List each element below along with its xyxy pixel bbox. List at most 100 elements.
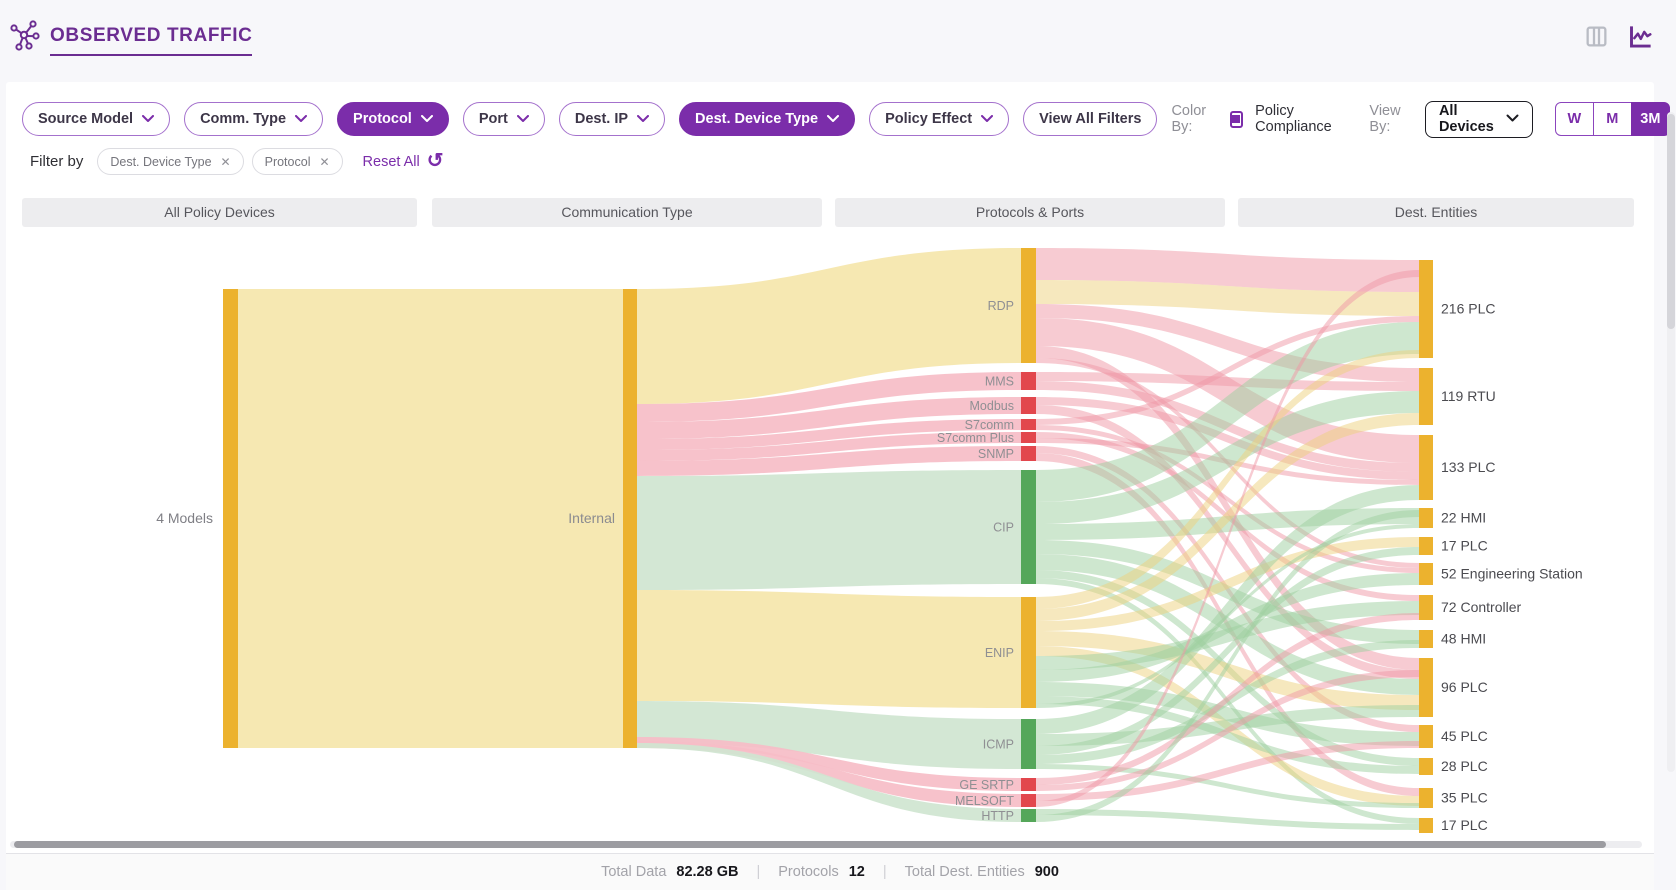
- sankey-link-rdp-plc216[interactable]: [1036, 280, 1419, 316]
- sankey-node-cip[interactable]: [1021, 470, 1036, 584]
- sankey-link-internal-snmp[interactable]: [637, 446, 1021, 476]
- sankey-node-plc216[interactable]: [1419, 260, 1433, 358]
- filter-button-label: View All Filters: [1039, 111, 1142, 127]
- policy-compliance-checkbox[interactable]: [1229, 110, 1244, 128]
- sankey-node-hmi22[interactable]: [1419, 508, 1433, 528]
- sankey-link-models-internal[interactable]: [238, 289, 623, 748]
- sankey-link-enip-eng52[interactable]: [1036, 573, 1419, 682]
- sankey-node-ctrl72[interactable]: [1419, 595, 1433, 620]
- sankey-link-icmp-plc35[interactable]: [1036, 764, 1419, 808]
- sankey-link-enip-plc216[interactable]: [1036, 350, 1419, 609]
- sankey-link-internal-mms[interactable]: [637, 372, 1021, 422]
- sankey-link-melsoft-plc216[interactable]: [1036, 270, 1419, 807]
- sankey-node-plc17[interactable]: [1419, 537, 1433, 555]
- sankey-node-gesrtp[interactable]: [1021, 778, 1036, 791]
- sankey-link-s7comm-plc216[interactable]: [1036, 316, 1419, 425]
- sankey-link-internal-s7commplus[interactable]: [637, 432, 1021, 461]
- footer-stat-label: Total Dest. Entities: [904, 864, 1025, 880]
- sankey-node-modbus[interactable]: [1021, 397, 1036, 414]
- sankey-link-enip-rtu119[interactable]: [1036, 413, 1419, 621]
- sankey-node-http[interactable]: [1021, 809, 1036, 822]
- sankey-link-enip-plc28[interactable]: [1036, 696, 1419, 774]
- sankey-link-internal-modbus[interactable]: [637, 397, 1021, 439]
- sankey-link-internal-cip[interactable]: [637, 470, 1021, 590]
- sankey-link-enip-ctrl72[interactable]: [1036, 601, 1419, 670]
- vertical-scrollbar-thumb[interactable]: [1667, 114, 1675, 329]
- sankey-node-hmi48[interactable]: [1419, 630, 1433, 648]
- table-view-button[interactable]: [1582, 22, 1611, 54]
- sankey-link-s7comm-eng52[interactable]: [1036, 425, 1419, 573]
- sankey-link-internal-http[interactable]: [637, 743, 1021, 822]
- sankey-link-internal-melsoft[interactable]: [637, 741, 1021, 807]
- sankey-node-plc35[interactable]: [1419, 788, 1433, 808]
- sankey-link-gesrtp-ctrl72[interactable]: [1036, 613, 1419, 785]
- sankey-node-plc45[interactable]: [1419, 725, 1433, 748]
- sankey-link-cip-rtu119[interactable]: [1036, 391, 1419, 524]
- filter-button-dest-device-type[interactable]: Dest. Device Type: [679, 102, 856, 136]
- filter-button-protocol[interactable]: Protocol: [337, 102, 449, 136]
- sankey-link-rdp-plc216[interactable]: [1036, 248, 1419, 292]
- remove-chip-icon[interactable]: ✕: [220, 154, 231, 169]
- reset-all-button[interactable]: Reset All ↺: [363, 151, 444, 172]
- sankey-node-internal[interactable]: [623, 289, 637, 748]
- sankey-node-plc133[interactable]: [1419, 435, 1433, 500]
- sankey-node-models[interactable]: [223, 289, 238, 748]
- sankey-node-snmp[interactable]: [1021, 446, 1036, 461]
- sankey-link-internal-rdp[interactable]: [637, 248, 1021, 404]
- sankey-link-enip-plc17[interactable]: [1036, 537, 1419, 631]
- filter-button-policy-effect[interactable]: Policy Effect: [869, 102, 1010, 136]
- filter-button-dest-ip[interactable]: Dest. IP: [558, 102, 666, 136]
- time-range-w[interactable]: W: [1554, 102, 1594, 136]
- sankey-link-modbus-plc133[interactable]: [1036, 397, 1419, 480]
- vertical-scrollbar[interactable]: [1667, 112, 1675, 772]
- sankey-link-gesrtp-plc96[interactable]: [1036, 670, 1419, 791]
- filter-button-comm-type[interactable]: Comm. Type: [184, 102, 324, 136]
- sankey-node-s7comm[interactable]: [1021, 419, 1036, 430]
- sankey-node-icmp[interactable]: [1021, 719, 1036, 769]
- chevron-down-icon: [827, 115, 840, 123]
- sankey-link-internal-gesrtp[interactable]: [637, 737, 1021, 791]
- horizontal-scrollbar-thumb[interactable]: [14, 841, 1606, 848]
- sankey-node-plc96[interactable]: [1419, 658, 1433, 717]
- sankey-node-melsoft[interactable]: [1021, 794, 1036, 807]
- sankey-chart[interactable]: 4 Models Internal RDP MMS Modbus S7commS7comm…: [0, 240, 1676, 840]
- horizontal-scrollbar[interactable]: [10, 841, 1642, 848]
- sankey-link-rdp-plc133[interactable]: [1036, 318, 1419, 463]
- sankey-link-mms-rtu119[interactable]: [1036, 372, 1419, 391]
- sankey-link-cip-plc216[interactable]: [1036, 322, 1419, 502]
- filter-chip-dest-device-type[interactable]: Dest. Device Type ✕: [97, 148, 244, 175]
- sankey-link-melsoft-plc45[interactable]: [1036, 741, 1419, 801]
- sankey-node-plc17b[interactable]: [1419, 818, 1433, 833]
- filter-button-label: Port: [478, 111, 508, 127]
- sankey-node-label-mms: MMS: [985, 375, 1014, 389]
- remove-chip-icon[interactable]: ✕: [319, 154, 330, 169]
- color-by-label: Color By:: [1171, 103, 1207, 135]
- filter-button-source-model[interactable]: Source Model: [22, 102, 171, 136]
- sankey-node-enip[interactable]: [1021, 597, 1036, 708]
- sankey-link-internal-icmp[interactable]: [637, 701, 1021, 769]
- filter-chip-protocol[interactable]: Protocol ✕: [251, 148, 343, 175]
- footer-stats: Total Data 82.28 GB | Protocols 12 | Total Des…: [601, 864, 1059, 880]
- sankey-link-cip-hmi48[interactable]: [1036, 540, 1419, 644]
- time-range-3m[interactable]: 3M: [1630, 102, 1670, 136]
- sankey-link-internal-s7comm[interactable]: [637, 419, 1021, 450]
- sankey-node-plc28[interactable]: [1419, 758, 1433, 775]
- chevron-down-icon: [981, 115, 994, 123]
- filter-button-view-all-filters[interactable]: View All Filters: [1023, 102, 1158, 136]
- sankey-link-rdp-plc96[interactable]: [1036, 346, 1419, 670]
- sankey-node-s7commplus[interactable]: [1021, 432, 1036, 443]
- sankey-link-internal-enip[interactable]: [637, 590, 1021, 708]
- sankey-link-icmp-plc17[interactable]: [1036, 547, 1419, 755]
- filter-button-port[interactable]: Port: [462, 102, 545, 136]
- sankey-link-icmp-plc133[interactable]: [1036, 485, 1419, 734]
- sankey-node-rtu119[interactable]: [1419, 368, 1433, 425]
- time-range-m[interactable]: M: [1592, 102, 1632, 136]
- chart-view-button[interactable]: [1625, 21, 1656, 55]
- sankey-node-rdp[interactable]: [1021, 248, 1036, 363]
- sankey-node-eng52[interactable]: [1419, 563, 1433, 585]
- sankey-link-icmp-plc96[interactable]: [1036, 705, 1419, 746]
- sankey-link-http-plc17b[interactable]: [1036, 809, 1419, 830]
- view-by-select[interactable]: All Devices: [1424, 100, 1533, 138]
- sankey-node-mms[interactable]: [1021, 372, 1036, 390]
- sankey-link-http-hmi22[interactable]: [1036, 510, 1419, 822]
